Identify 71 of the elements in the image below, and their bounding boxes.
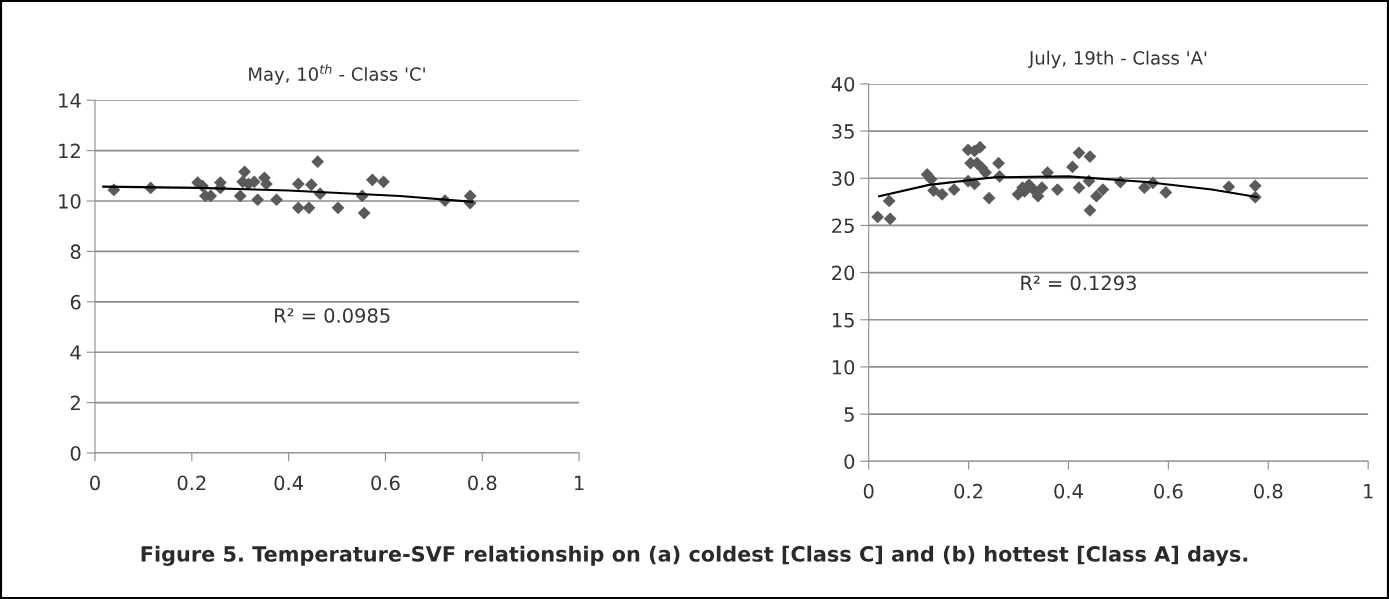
point: [331, 201, 345, 215]
point: [871, 210, 885, 224]
point: [291, 201, 305, 215]
point: [233, 189, 247, 203]
point: [982, 191, 996, 205]
y-tick-label: 20: [832, 265, 855, 281]
point: [305, 178, 318, 191]
y-tick-label: 8: [70, 244, 81, 260]
x-tick-label: 0.2: [954, 483, 983, 499]
x-tick-label: 0.6: [371, 475, 400, 491]
point: [1083, 203, 1097, 217]
point: [377, 175, 390, 189]
point: [1072, 181, 1086, 195]
y-tick-label: 0: [844, 454, 855, 469]
point: [935, 187, 949, 201]
x-tick-label: 0.4: [274, 475, 304, 491]
y-tick-label: 25: [832, 218, 854, 234]
point: [1248, 179, 1262, 193]
y-tick-label: 10: [59, 193, 81, 209]
x-tick-label: 0.8: [1254, 483, 1283, 499]
y-tick-label: 30: [832, 171, 855, 186]
point: [1096, 183, 1110, 196]
point: [251, 193, 265, 207]
point: [1159, 186, 1173, 199]
point: [238, 165, 251, 179]
y-tick-label: 10: [832, 359, 855, 375]
y-tick-label: 0: [70, 445, 81, 461]
point: [973, 140, 987, 154]
x-tick-label: 0.6: [1154, 483, 1183, 499]
point: [260, 177, 273, 191]
point: [883, 212, 897, 226]
annotation: R² = 0.0985: [275, 308, 390, 323]
point: [992, 156, 1005, 170]
point: [1138, 181, 1151, 195]
point: [311, 155, 325, 169]
y-tick-label: 2: [70, 395, 80, 411]
point: [1041, 166, 1054, 179]
annotation: R² = 0.1293: [1021, 275, 1136, 291]
y-tick-label: 14: [59, 93, 81, 108]
y-tick-label: 6: [70, 294, 81, 310]
x-tick-label: 0.4: [1054, 483, 1083, 499]
chart-title: May, 10$^{th}$ - Class 'C': [249, 64, 425, 85]
point: [1090, 189, 1103, 203]
x-tick-label: 0: [863, 483, 874, 499]
point: [924, 172, 938, 186]
point: [1031, 189, 1045, 203]
y-tick-label: 35: [832, 124, 854, 139]
point: [291, 177, 305, 191]
y-tick-label: 4: [70, 345, 81, 360]
y-tick-label: 15: [832, 312, 854, 328]
x-tick-label: 0.8: [468, 475, 497, 491]
y-tick-label: 5: [844, 407, 854, 422]
x-tick-label: 1: [1364, 484, 1373, 499]
chart-title: July, 19th - Class 'A': [1028, 50, 1207, 69]
y-tick-label: 12: [59, 143, 80, 158]
x-tick-label: 1: [575, 475, 584, 491]
caption: Figure 5. Temperature-SVF relationship on (a) coldest [Class C] and (b) hottest [Class A] days.: [141, 545, 1248, 567]
point: [882, 194, 896, 208]
point: [302, 201, 316, 215]
point: [1051, 183, 1064, 196]
x-tick-label: 0.2: [177, 475, 206, 491]
point: [1035, 181, 1049, 195]
point: [947, 183, 961, 196]
y-tick-label: 40: [831, 76, 855, 92]
point: [1222, 180, 1236, 194]
point: [366, 173, 379, 187]
x-tick-label: 0: [90, 475, 100, 491]
point: [357, 206, 371, 220]
point: [270, 193, 283, 207]
point: [1072, 146, 1086, 160]
point: [927, 184, 940, 197]
